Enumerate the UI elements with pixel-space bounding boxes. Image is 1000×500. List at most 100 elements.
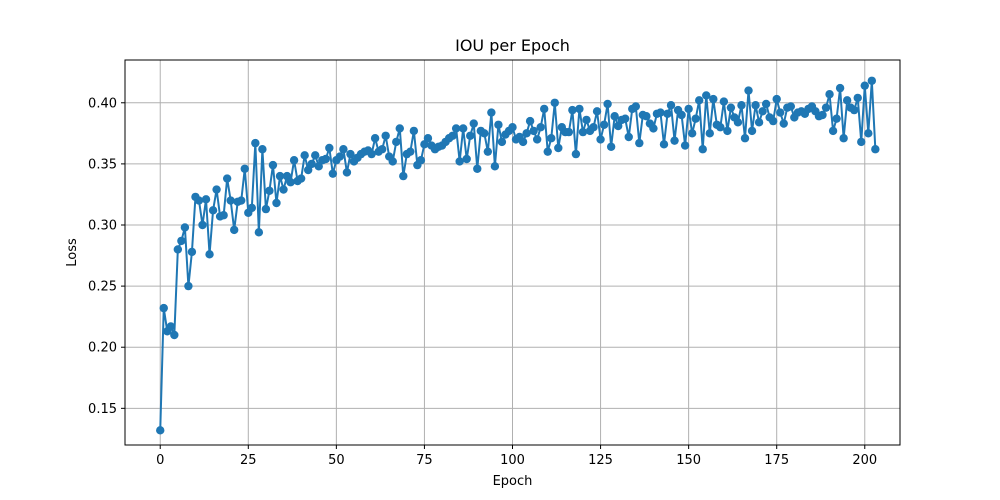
data-point (621, 114, 630, 123)
data-point (670, 136, 679, 145)
data-point (508, 123, 517, 132)
data-point (716, 123, 725, 132)
data-point (835, 83, 845, 93)
data-point (754, 118, 764, 127)
data-point (687, 129, 697, 138)
x-tick-label: 175 (764, 453, 789, 468)
y-tick-label: 0.35 (88, 157, 117, 172)
data-point (582, 115, 591, 125)
data-point (494, 120, 503, 129)
data-point (240, 164, 249, 173)
data-point (705, 129, 714, 138)
data-point (275, 171, 285, 181)
data-point (187, 247, 197, 257)
data-point (610, 112, 619, 121)
data-point (272, 198, 281, 208)
data-point (159, 303, 168, 313)
data-point (497, 137, 507, 147)
data-point (758, 107, 767, 116)
data-point (166, 322, 175, 331)
data-point (691, 114, 700, 123)
data-point (599, 120, 609, 129)
data-point (571, 149, 581, 159)
data-point (342, 168, 352, 177)
data-point (737, 101, 746, 110)
data-point (786, 102, 795, 111)
data-point (180, 223, 190, 232)
x-tick-label: 25 (240, 453, 257, 468)
data-point (230, 225, 239, 235)
data-point (606, 142, 616, 151)
data-point (532, 135, 542, 144)
data-point (480, 129, 489, 138)
data-point (184, 281, 193, 291)
data-point (198, 220, 207, 230)
x-tick-label: 150 (676, 453, 701, 468)
data-point (265, 186, 274, 195)
y-tick-label: 0.20 (88, 341, 117, 356)
x-tick-label: 200 (852, 453, 877, 468)
data-point (205, 250, 214, 259)
x-tick-label: 100 (500, 453, 525, 468)
data-point (177, 236, 186, 246)
data-point (388, 157, 397, 166)
data-point (613, 121, 623, 131)
data-point (543, 147, 552, 156)
data-point (761, 99, 771, 109)
data-point (286, 178, 295, 187)
data-point (254, 228, 264, 237)
data-point (853, 93, 862, 103)
series-iou (156, 76, 880, 435)
data-point (261, 204, 271, 214)
data-point (575, 104, 584, 114)
data-point (568, 105, 577, 115)
data-point (825, 90, 834, 99)
data-point (768, 116, 778, 126)
data-point (744, 86, 753, 95)
data-point (321, 154, 330, 164)
data-point (656, 108, 665, 117)
data-point (733, 118, 743, 127)
data-point (423, 134, 433, 143)
data-point (680, 141, 690, 150)
data-point (268, 160, 278, 170)
data-point (589, 123, 598, 132)
data-point (821, 103, 831, 112)
x-tick-label: 75 (416, 453, 433, 468)
plot-frame (124, 59, 901, 446)
data-point (289, 156, 299, 165)
x-axis-label: Epoch (493, 474, 533, 489)
data-point (529, 126, 538, 136)
data-point (522, 129, 531, 138)
data-point (828, 126, 838, 136)
data-point (518, 137, 528, 147)
data-point (451, 124, 461, 133)
data-point (222, 174, 232, 183)
data-point (462, 154, 471, 164)
data-point (367, 149, 376, 159)
data-point (723, 126, 732, 136)
data-point (212, 185, 221, 194)
data-point (237, 196, 246, 205)
data-point (536, 123, 545, 132)
data-point (395, 124, 404, 133)
data-point (416, 156, 426, 165)
data-point (483, 147, 493, 156)
data-point (296, 174, 306, 183)
data-point (247, 203, 257, 213)
data-point (747, 126, 757, 136)
chart-title: IOU per Epoch (455, 36, 570, 55)
data-point (709, 94, 718, 104)
y-axis-label: Loss (65, 238, 80, 267)
data-point (156, 426, 165, 435)
data-point (282, 171, 292, 181)
data-point (776, 108, 785, 117)
data-point (857, 137, 866, 147)
data-point (170, 330, 179, 340)
data-point (839, 134, 848, 143)
data-point (547, 134, 556, 143)
data-point (695, 96, 704, 105)
data-point (370, 134, 380, 143)
